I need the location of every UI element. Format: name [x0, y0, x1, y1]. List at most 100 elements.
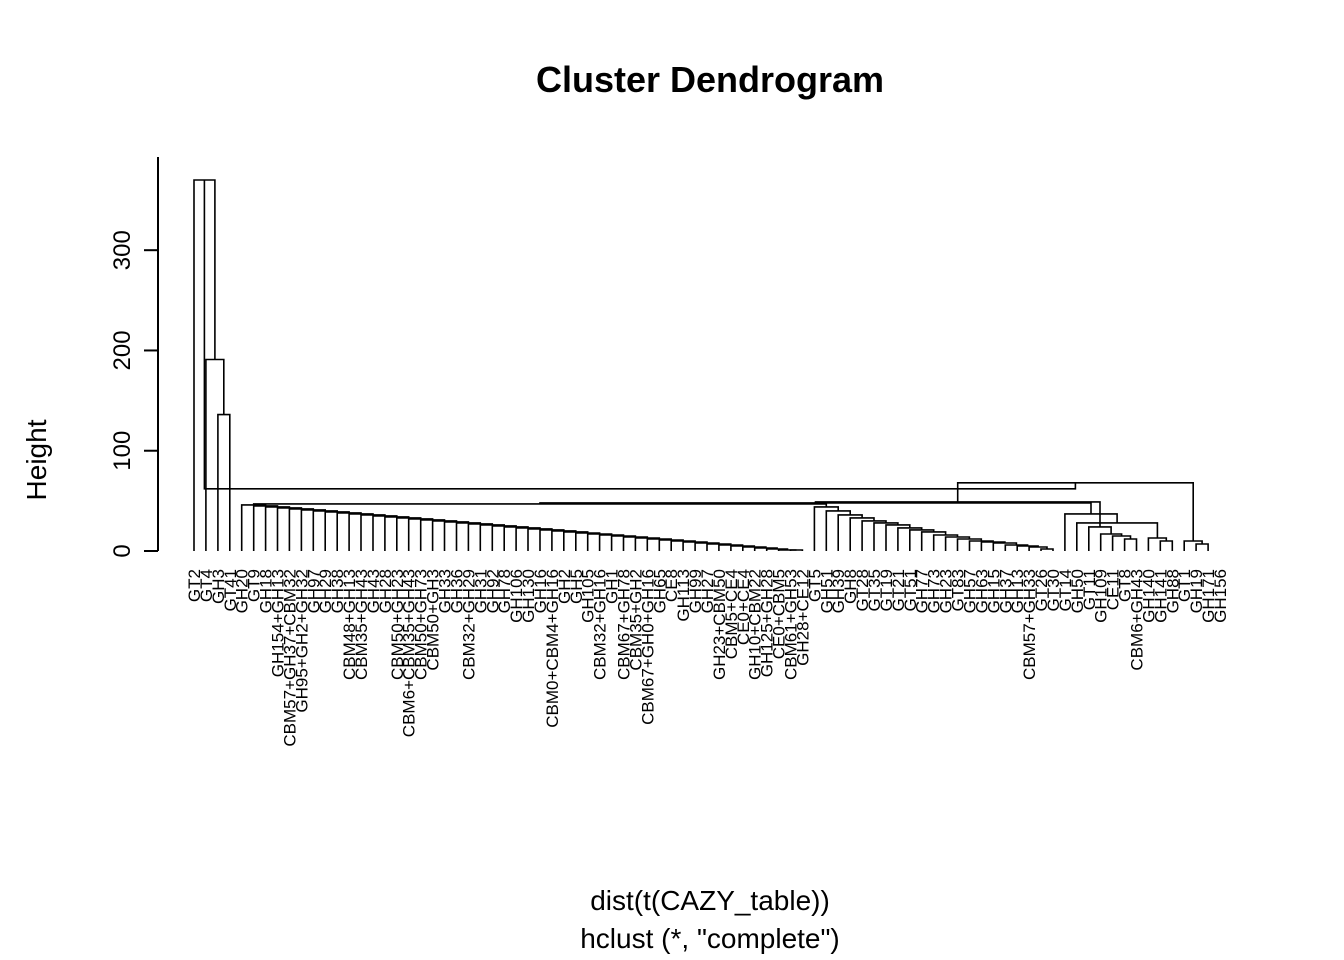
- y-tick-label: 100: [109, 431, 136, 471]
- leaf-label: GH63: [972, 569, 991, 613]
- y-tick-label: 0: [109, 544, 136, 557]
- leaf-label: GT51: [901, 569, 920, 612]
- leaf-label: GH20: [233, 569, 252, 613]
- leaf-label: CBM57+GH37+CBM32: [280, 569, 299, 747]
- leaf-label: CBM0+CBM4+GH16: [543, 569, 562, 728]
- leaf-label: GT21: [889, 569, 908, 612]
- dendrogram-merge: [1159, 540, 1174, 551]
- method-sublabel: hclust (*, "complete"): [580, 923, 840, 954]
- leaf-label: GH154+GH13: [269, 569, 288, 677]
- y-axis: 0 100 200 300: [109, 157, 159, 558]
- leaf-label: GH23+CBM50: [710, 569, 729, 680]
- leaf-label: GH29: [316, 569, 335, 613]
- leaf-label: GT30: [1044, 569, 1063, 612]
- leaf-label: GT83: [949, 569, 968, 612]
- leaf-label: GH50: [1068, 569, 1087, 613]
- dendrogram-merge: [1183, 540, 1203, 551]
- leaf-label: CE0+CE4: [734, 569, 753, 645]
- leaf-label: GH57: [961, 569, 980, 613]
- leaf-label: GH3: [209, 569, 228, 604]
- leaf-label: CBM61+GH53: [782, 569, 801, 680]
- leaf-label: GH18: [257, 569, 276, 613]
- leaf-label: GH130: [519, 569, 538, 623]
- leaf-label: CBM32+GH16: [591, 569, 610, 680]
- leaf-label: GH141: [1151, 569, 1170, 623]
- leaf-label: GH31: [471, 569, 490, 613]
- leaf-label: GH73: [925, 569, 944, 613]
- leaf-label: GT1: [1175, 569, 1194, 602]
- leaf-label: GH16: [531, 569, 550, 613]
- dendrogram-merge: [1016, 545, 1039, 551]
- leaf-label: CBM57+GH33: [1020, 569, 1039, 680]
- leaf-label: GT2: [185, 569, 204, 602]
- leaf-labels: GT2GT4GH3GT41GH20GT9GH18GH154+GH13CBM57+…: [185, 569, 1230, 747]
- leaf-label: GT35: [865, 569, 884, 612]
- x-axis-label: dist(t(CAZY_table)): [590, 885, 830, 916]
- dendrogram-branches: [193, 179, 1209, 551]
- leaf-label: CE8: [662, 569, 681, 602]
- chart-title: Cluster Dendrogram: [536, 59, 884, 100]
- dendrogram-merge: [217, 413, 231, 551]
- leaf-label: GH13: [1008, 569, 1027, 613]
- leaf-label: CBM35+GH43: [352, 569, 371, 680]
- dendrogram-merge: [203, 180, 1077, 490]
- leaf-label: GH27: [698, 569, 717, 613]
- leaf-label: GT11: [1080, 569, 1099, 610]
- leaf-label: CE11: [1104, 569, 1123, 610]
- dendrogram-merge: [1064, 513, 1118, 551]
- dendrogram-merge: [777, 549, 797, 551]
- leaf-label: GH23: [937, 569, 956, 613]
- leaf-label: CBM32+GH29: [459, 569, 478, 680]
- leaf-label: GH15: [984, 569, 1003, 613]
- y-tick-label: 200: [109, 330, 136, 370]
- leaf-label: GH113: [674, 569, 693, 622]
- leaf-label: GH88: [1163, 569, 1182, 613]
- leaf-label: GH65: [650, 569, 669, 613]
- leaf-label: CBM5+CE4: [722, 569, 741, 659]
- leaf-label: CBM50+GH23: [388, 569, 407, 680]
- leaf-label: CBM50+GH3: [424, 569, 443, 671]
- leaf-label: GH43: [364, 569, 383, 613]
- leaf-label: CBM6+CBM35+GH43: [400, 569, 419, 737]
- leaf-label: CBM6+GH43: [1128, 569, 1147, 671]
- dendrogram-merge: [1147, 537, 1168, 551]
- leaf-label: CBM35+GH2: [626, 569, 645, 671]
- leaf-label: GH125+GH28: [758, 569, 777, 677]
- leaf-label: GH37: [996, 569, 1015, 613]
- leaf-label: GH95+GH2+GH32: [292, 569, 311, 713]
- dendrogram-merge: [1040, 548, 1054, 551]
- leaf-label: GH99: [686, 569, 705, 613]
- leaf-label: GT28: [853, 569, 872, 612]
- leaf-label: CBM50+GH73: [412, 569, 431, 680]
- dendrogram-merge: [1195, 543, 1209, 551]
- leaf-label: GH97: [304, 569, 323, 613]
- leaf-label: GH77: [913, 569, 932, 613]
- leaf-label: GH2: [555, 569, 574, 604]
- leaf-label: GT14: [1056, 569, 1075, 612]
- leaf-label: GH109: [1092, 569, 1111, 623]
- leaf-label: GH51: [817, 569, 836, 613]
- y-axis-label: Height: [21, 419, 52, 500]
- dendrogram-merge: [252, 503, 828, 507]
- dendrogram-merge: [1123, 538, 1138, 551]
- leaf-label: GH8: [841, 569, 860, 604]
- leaf-label: GT8: [1116, 569, 1135, 602]
- leaf-label: GH10+CBM22: [746, 569, 765, 680]
- dendrogram-merge: [205, 358, 225, 551]
- leaf-label: GH1: [603, 569, 622, 604]
- leaf-label: GH28: [376, 569, 395, 613]
- leaf-label: GH19: [1187, 569, 1206, 613]
- leaf-label: CE0+CBM5: [770, 569, 789, 659]
- leaf-label: GT4: [197, 569, 216, 602]
- leaf-label: GH36: [448, 569, 467, 613]
- leaf-label: GT9: [245, 569, 264, 602]
- leaf-label: GH92: [483, 569, 502, 613]
- y-tick-label: 300: [109, 230, 136, 270]
- leaf-label: GT26: [1032, 569, 1051, 612]
- leaf-label: GH28+CE12: [793, 569, 812, 666]
- leaf-label: CBM48+GH13: [340, 569, 359, 680]
- leaf-label: GH33: [436, 569, 455, 613]
- leaf-label: GH78: [495, 569, 514, 613]
- leaf-label: GT19: [877, 569, 896, 612]
